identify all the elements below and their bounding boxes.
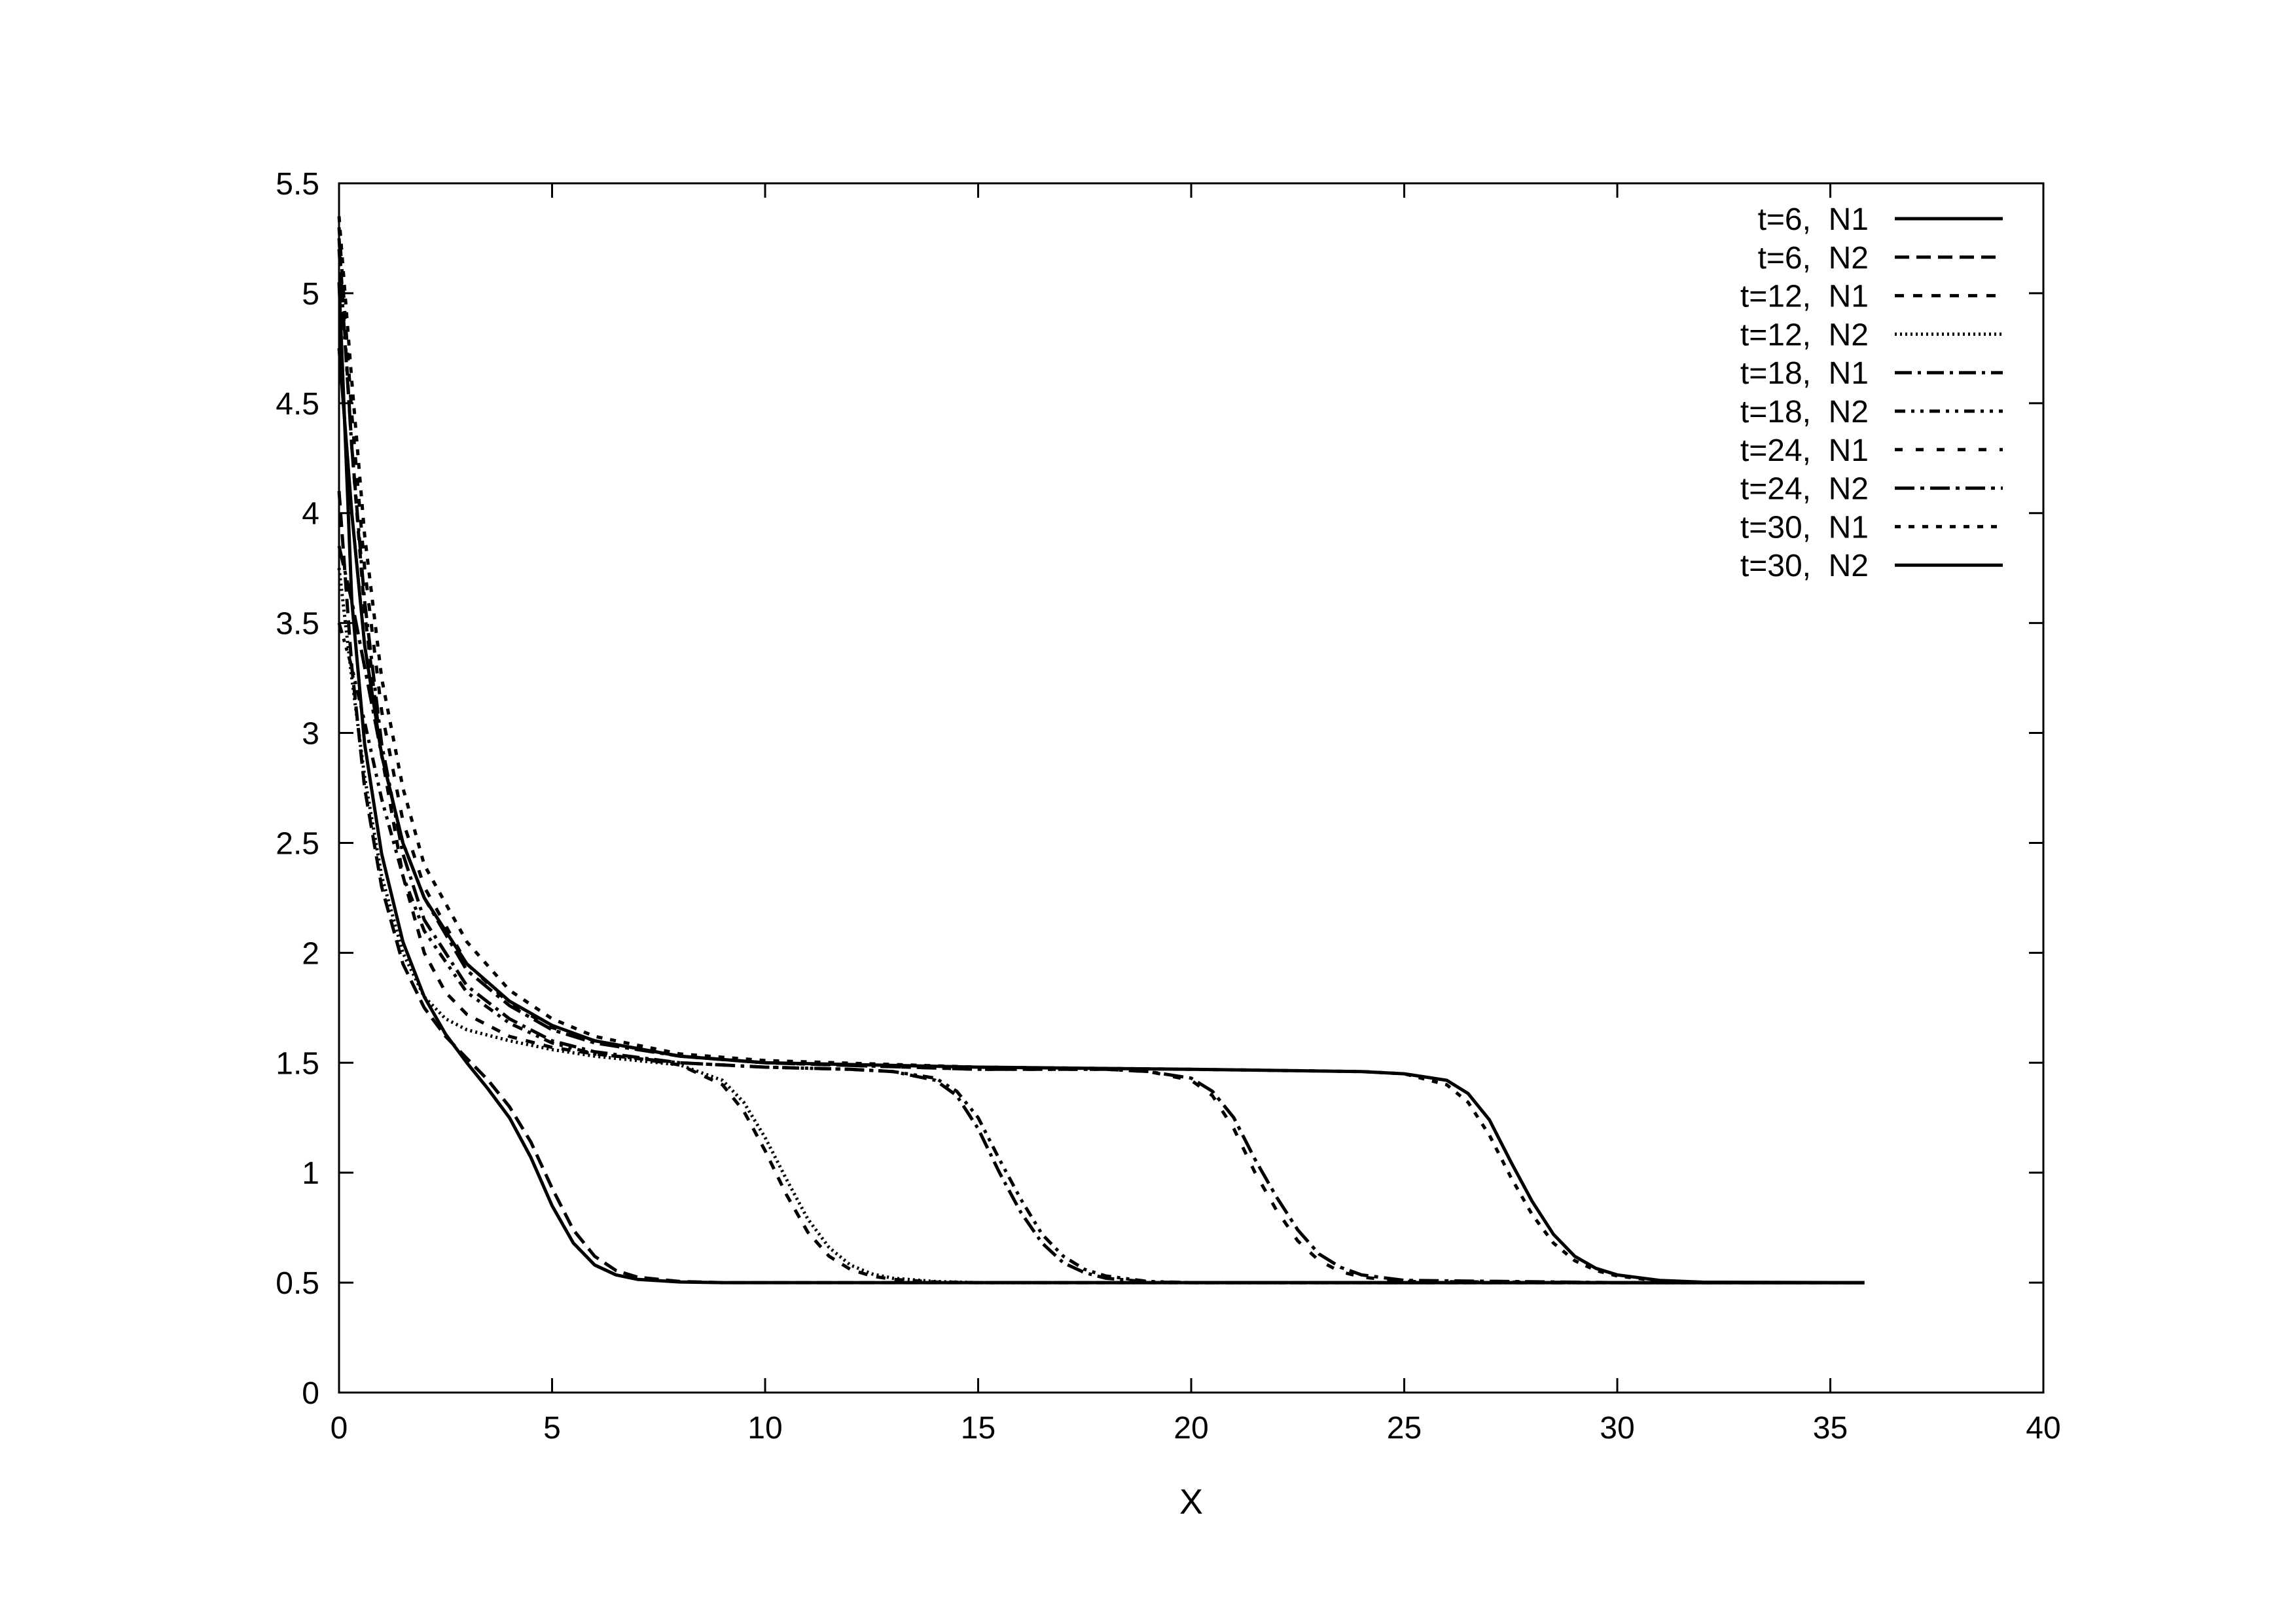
axis-tick-labels: 0 5 10 15 20 25 30 35 40 0 0.5 1 1.5 2 2.5 3 3.5 4 4.5 5 5.5 xyxy=(276,167,2060,1446)
axis-ticks xyxy=(338,182,2045,1394)
x-tick-label: 5 xyxy=(543,1411,561,1446)
legend-label: t=6, N2 xyxy=(1758,241,1869,276)
legend-label: t=12, N1 xyxy=(1740,280,1869,314)
y-tick-label: 0 xyxy=(302,1376,319,1411)
y-tick-label: 5.5 xyxy=(276,167,319,202)
y-tick-label: 5 xyxy=(302,277,319,312)
series-line xyxy=(337,568,1865,1285)
legend-label: t=18, N1 xyxy=(1740,356,1869,391)
y-tick-label: 2 xyxy=(302,936,319,971)
x-tick-label: 30 xyxy=(1600,1411,1634,1446)
legend-label: t=24, N1 xyxy=(1740,433,1869,468)
legend-label: t=24, N2 xyxy=(1740,472,1869,507)
x-tick-label: 15 xyxy=(961,1411,996,1446)
x-tick-label: 0 xyxy=(331,1411,348,1446)
y-tick-label: 0.5 xyxy=(276,1266,319,1301)
y-tick-label: 4.5 xyxy=(276,387,319,422)
legend-label: t=30, N1 xyxy=(1740,510,1869,545)
x-tick-label: 10 xyxy=(747,1411,782,1446)
x-axis-title: X xyxy=(1179,1482,1203,1522)
legend-label: t=12, N2 xyxy=(1740,318,1869,352)
legend: t=6, N1 t=6, N2 t=12, N1 t=12, N2 t=18, N1 t=… xyxy=(1740,202,2003,583)
y-tick-label: 4 xyxy=(302,497,319,532)
y-tick-label: 1.5 xyxy=(276,1046,319,1081)
x-tick-label: 25 xyxy=(1387,1411,1422,1446)
series-lines xyxy=(337,216,1865,1285)
series-line xyxy=(337,348,1865,1285)
x-tick-label: 20 xyxy=(1174,1411,1208,1446)
y-tick-label: 3.5 xyxy=(276,607,319,642)
y-tick-label: 1 xyxy=(302,1156,319,1191)
y-tick-label: 2.5 xyxy=(276,826,319,861)
series-line xyxy=(337,238,1865,1285)
legend-label: t=18, N2 xyxy=(1740,395,1869,429)
x-tick-label: 40 xyxy=(2026,1411,2060,1446)
series-line xyxy=(337,227,1865,1285)
legend-label: t=30, N2 xyxy=(1740,549,1869,583)
y-tick-label: 3 xyxy=(302,717,319,752)
legend-label: t=6, N1 xyxy=(1758,202,1869,237)
x-tick-label: 35 xyxy=(1813,1411,1848,1446)
series-line xyxy=(337,622,1865,1285)
